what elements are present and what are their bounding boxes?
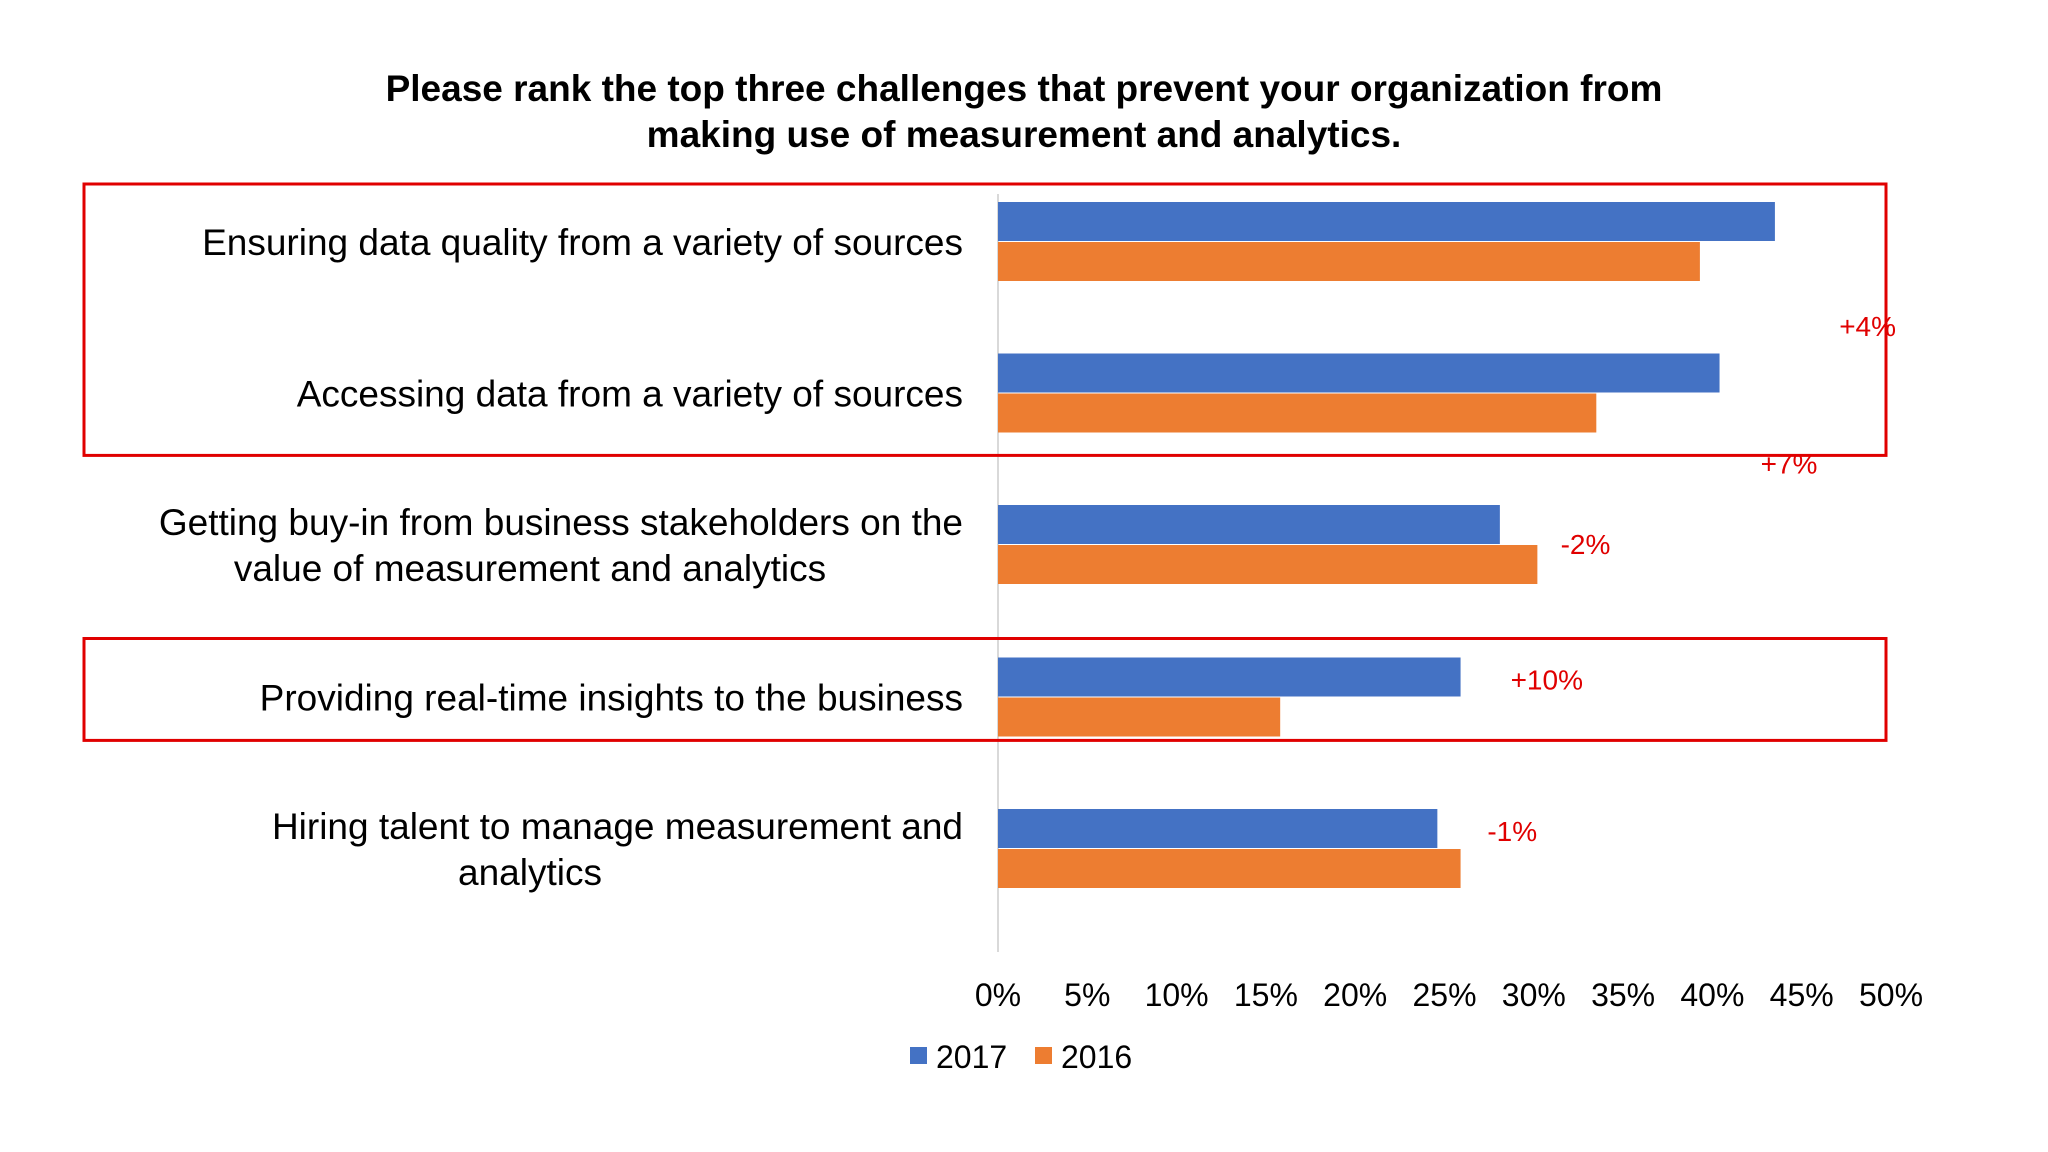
bar-2017-4	[998, 657, 1461, 697]
x-tick-label-25: 25%	[1412, 977, 1476, 1013]
x-tick-label-50: 50%	[1859, 977, 1923, 1013]
bar-2016-3	[998, 545, 1538, 584]
bar-2016-2	[998, 393, 1597, 433]
x-tick-label-40: 40%	[1680, 977, 1744, 1013]
legend-label-2017: 2017	[936, 1039, 1007, 1075]
legend-swatch-2016	[1035, 1047, 1052, 1064]
legend-swatch-2017	[910, 1047, 927, 1064]
category-label-4: Providing real-time insights to the busi…	[260, 678, 963, 719]
chart-title-line-2: making use of measurement and analytics.	[646, 114, 1402, 155]
change-annotation-3: -2%	[1561, 529, 1611, 560]
category-label-1: Ensuring data quality from a variety of …	[202, 222, 963, 263]
category-label-5-line-2: analytics	[458, 852, 602, 893]
bar-2017-3	[998, 505, 1500, 544]
change-annotation-4: +10%	[1511, 665, 1583, 696]
x-tick-label-10: 10%	[1145, 977, 1209, 1013]
change-annotation-1: +4%	[1839, 311, 1896, 342]
chart-title-line-1: Please rank the top three challenges tha…	[385, 68, 1663, 109]
highlight-box-1	[82, 182, 1888, 457]
x-tick-label-30: 30%	[1502, 977, 1566, 1013]
change-annotation-2: +7%	[1761, 449, 1818, 480]
bar-2017-5	[998, 809, 1438, 848]
chart-title: Please rank the top three challenges tha…	[0, 66, 2048, 158]
category-label-2: Accessing data from a variety of sources	[297, 374, 963, 415]
x-tick-label-0: 0%	[975, 977, 1021, 1013]
bar-2016-4	[998, 697, 1281, 737]
bar-2016-1	[998, 242, 1700, 281]
x-tick-label-45: 45%	[1770, 977, 1834, 1013]
bar-2017-1	[998, 202, 1775, 241]
x-tick-label-5: 5%	[1064, 977, 1110, 1013]
x-tick-label-15: 15%	[1234, 977, 1298, 1013]
x-tick-label-35: 35%	[1591, 977, 1655, 1013]
x-tick-label-20: 20%	[1323, 977, 1387, 1013]
category-label-3-line-1: Getting buy-in from business stakeholder…	[159, 502, 963, 543]
category-label-3-line-2: value of measurement and analytics	[234, 548, 826, 589]
change-annotation-5: -1%	[1487, 816, 1537, 847]
legend-label-2016: 2016	[1061, 1039, 1132, 1075]
highlight-box-2	[82, 637, 1888, 742]
bar-2017-2	[998, 353, 1720, 393]
bar-2016-5	[998, 849, 1461, 888]
category-label-5-line-1: Hiring talent to manage measurement and	[272, 806, 963, 847]
